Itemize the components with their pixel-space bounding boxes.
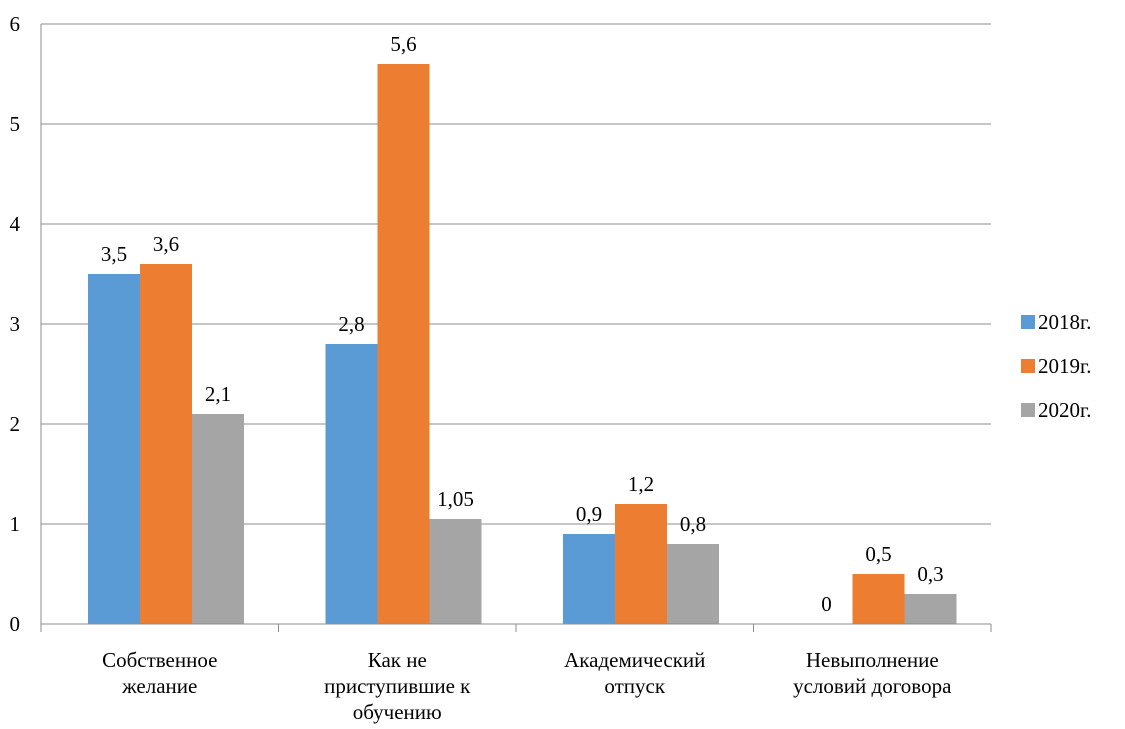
y-tick-label: 5 [10,112,21,136]
bar [429,519,482,624]
legend-swatch [1021,359,1035,373]
y-tick-label: 3 [10,312,21,336]
bar [88,274,140,624]
category-label: Невыполнение условий договора [793,648,952,698]
legend-swatch [1021,315,1035,329]
data-label: 0,9 [576,502,602,526]
legend-label: 2018г. [1038,310,1092,334]
data-label: 2,1 [205,382,231,406]
data-labels: 3,5 2,8 0,9 0 3,6 5,6 1,2 0,5 2,1 1,05 0,8 0,3 [101,32,944,616]
data-label: 1,2 [628,472,654,496]
data-label: 0 [821,592,832,616]
bar [667,544,719,624]
bar [563,534,615,624]
category-label-line: Академический [564,648,705,672]
y-axis-ticks: 0 1 2 3 4 5 6 [10,12,21,636]
x-axis [40,24,992,632]
legend-swatch [1021,403,1035,417]
bars [88,64,957,624]
bar [140,264,192,624]
data-label: 2,8 [338,312,364,336]
data-label: 5,6 [390,32,416,56]
bar [904,594,957,624]
legend-label: 2019г. [1038,354,1092,378]
category-label: Собственное желание [102,648,217,698]
data-label: 0,3 [917,562,943,586]
data-label: 3,5 [101,242,127,266]
category-label: Как не приступившие к обучению [324,648,471,724]
category-label-line: условий договора [793,674,952,698]
category-label-line: Собственное [102,648,217,672]
y-tick-label: 1 [10,512,21,536]
category-label-line: Невыполнение [806,648,939,672]
bar [325,344,378,624]
data-label: 0,8 [680,512,706,536]
legend-label: 2020г. [1038,398,1092,422]
bar [192,414,244,624]
data-label: 1,05 [437,487,474,511]
y-tick-label: 6 [10,12,21,36]
category-label-line: желание [121,674,197,698]
data-label: 3,6 [153,232,179,256]
bar [377,64,430,624]
data-label: 0,5 [865,542,891,566]
bar [615,504,667,624]
y-tick-label: 0 [10,612,21,636]
bar [852,574,905,624]
y-tick-label: 2 [10,412,21,436]
legend: 2018г. 2019г. 2020г. [1021,310,1092,422]
category-labels: Собственное желание Как не приступившие к об… [102,648,952,724]
category-label-line: обучению [353,700,442,724]
category-label-line: Как не [368,648,427,672]
y-tick-label: 4 [10,212,21,236]
category-label: Академический отпуск [564,648,705,698]
category-label-line: приступившие к [324,674,471,698]
category-label-line: отпуск [604,674,665,698]
